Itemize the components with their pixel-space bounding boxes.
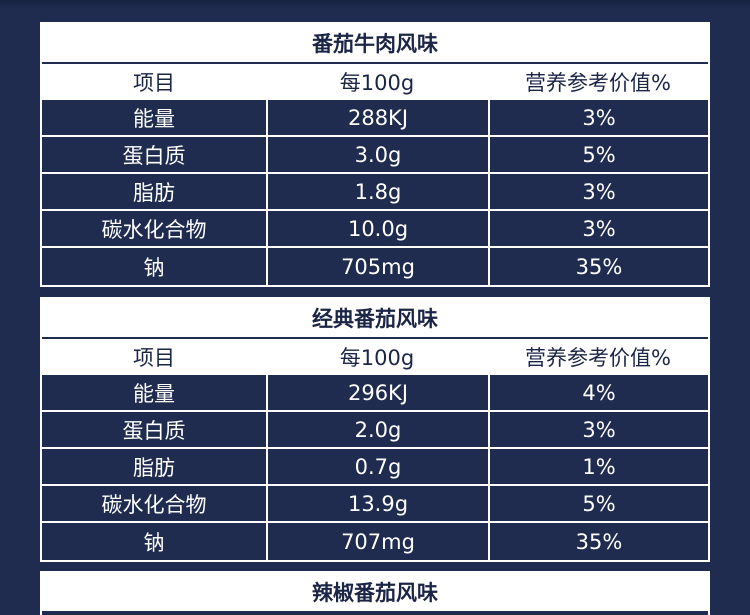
header-item: 项目 <box>133 346 175 370</box>
cell-amount: 2.0g <box>266 412 488 449</box>
header-nrv: 营养参考价值% <box>525 71 671 95</box>
table-title: 辣椒番茄风味 <box>42 573 708 611</box>
table-title: 番茄牛肉风味 <box>42 24 708 62</box>
cell-nrv: 3% <box>488 211 708 248</box>
table-row: 脂肪 1.8g 3% <box>42 174 708 211</box>
table-row: 蛋白质 3.0g 5% <box>42 137 708 174</box>
table-header-row: 项目 每100g 营养参考价值% <box>42 62 708 100</box>
cell-nrv: 1% <box>488 449 708 486</box>
cell-item: 碳水化合物 <box>42 486 266 523</box>
cell-item: 蛋白质 <box>42 412 266 449</box>
table-row: 能量 288KJ 3% <box>42 100 708 137</box>
cell-nrv: 35% <box>488 523 708 560</box>
cell-nrv: 5% <box>488 137 708 174</box>
cell-amount: 296KJ <box>266 375 488 412</box>
cell-amount: 10.0g <box>266 211 488 248</box>
table-row: 蛋白质 2.0g 3% <box>42 412 708 449</box>
cell-nrv: 3% <box>488 100 708 137</box>
cell-amount: 3.0g <box>266 137 488 174</box>
nutrition-table-beef-tomato: 番茄牛肉风味 项目 每100g 营养参考价值% 能量 288KJ 3% 蛋白质 … <box>40 22 710 287</box>
header-item: 项目 <box>133 71 175 95</box>
table-row: 钠 705mg 35% <box>42 248 708 285</box>
table-title: 经典番茄风味 <box>42 299 708 337</box>
cell-item: 碳水化合物 <box>42 211 266 248</box>
cell-nrv: 35% <box>488 248 708 285</box>
cell-item: 钠 <box>143 530 165 555</box>
top-shade <box>0 0 750 10</box>
cell-amount: 288KJ <box>266 100 488 137</box>
header-per-100g: 每100g <box>339 346 415 370</box>
cell-item: 能量 <box>42 375 266 412</box>
header-per-100g: 每100g <box>339 71 415 95</box>
cell-item: 钠 <box>143 255 165 280</box>
cell-nrv: 4% <box>488 375 708 412</box>
cell-amount: 13.9g <box>266 486 488 523</box>
table-row: 能量 296KJ 4% <box>42 375 708 412</box>
cell-amount: 707mg <box>266 523 488 560</box>
cell-amount: 1.8g <box>266 174 488 211</box>
table-header-row: 项目 每100g 营养参考价值% <box>42 337 708 375</box>
cell-item: 蛋白质 <box>42 137 266 174</box>
cell-nrv: 5% <box>488 486 708 523</box>
cell-nrv: 3% <box>488 174 708 211</box>
cell-item: 脂肪 <box>42 449 266 486</box>
table-row: 脂肪 0.7g 1% <box>42 449 708 486</box>
table-row: 碳水化合物 13.9g 5% <box>42 486 708 523</box>
cell-amount: 0.7g <box>266 449 488 486</box>
cell-item: 脂肪 <box>42 174 266 211</box>
cell-nrv: 3% <box>488 412 708 449</box>
nutrition-table-spicy-tomato: 辣椒番茄风味 <box>40 571 710 615</box>
cell-item: 能量 <box>42 100 266 137</box>
table-row: 碳水化合物 10.0g 3% <box>42 211 708 248</box>
table-row: 钠 707mg 35% <box>42 523 708 560</box>
header-nrv: 营养参考价值% <box>525 346 671 370</box>
nutrition-table-classic-tomato: 经典番茄风味 项目 每100g 营养参考价值% 能量 296KJ 4% 蛋白质 … <box>40 297 710 562</box>
cell-amount: 705mg <box>266 248 488 285</box>
